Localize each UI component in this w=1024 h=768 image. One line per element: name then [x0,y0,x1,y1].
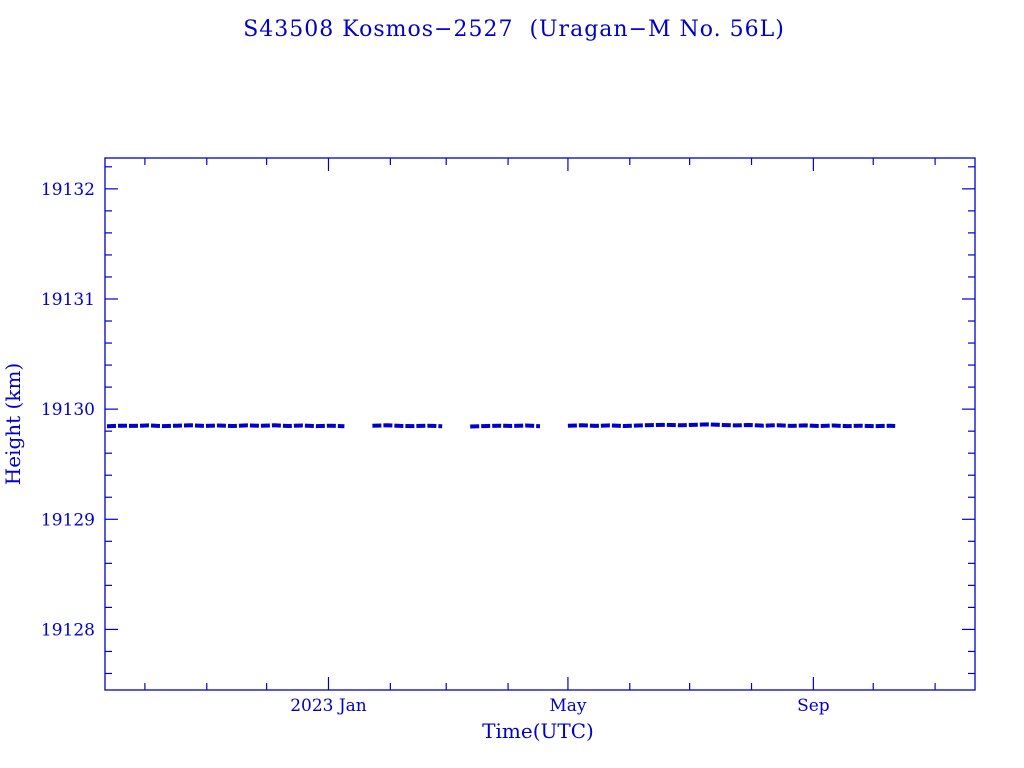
x-tick-label: May [549,696,587,716]
axes-frame: 19128 19129 19130 19131 19132 2023 Jan May Sep [41,157,976,716]
height-series-segment [106,423,345,429]
x-tick-label: 2023 Jan [290,696,367,716]
height-series-segment [567,422,896,429]
height-series-segment [372,423,443,429]
y-tick-label: 19132 [41,180,95,200]
x-tick-label: Sep [797,696,830,716]
y-tick-label: 19129 [41,510,95,530]
y-tick-label: 19131 [41,290,95,310]
y-axis-title: Height (km) [1,363,25,485]
data-series [106,422,896,429]
y-tick-label: 19128 [41,620,95,640]
chart-title: S43508 Kosmos−2527 (Uragan−M No. 56L) [243,17,785,42]
height-series-segment [470,423,541,429]
x-axis-title: Time(UTC) [482,719,594,743]
y-tick-label: 19130 [41,400,95,420]
plot-frame [104,157,976,691]
